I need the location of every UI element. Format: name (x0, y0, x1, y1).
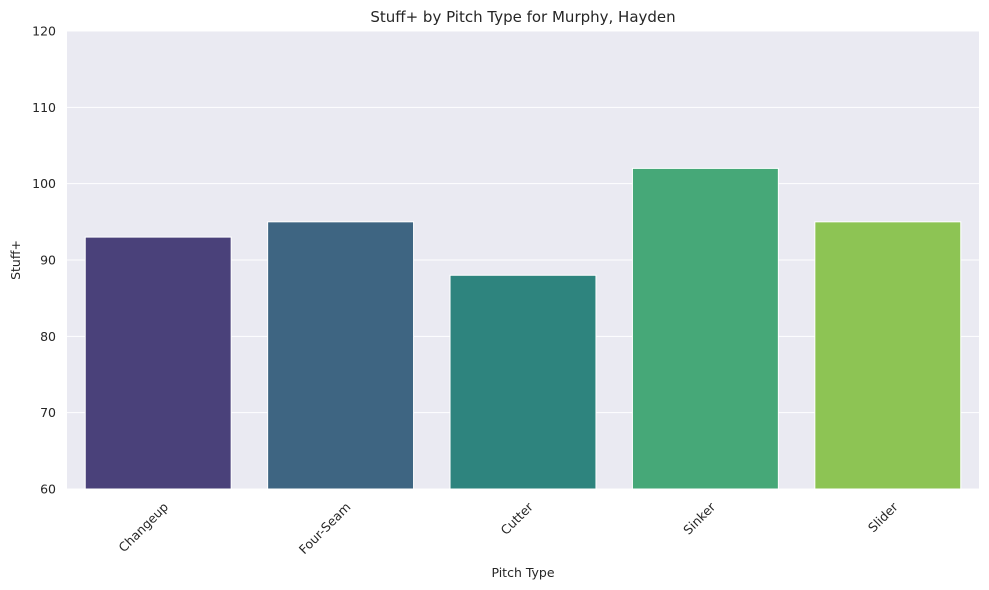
bars (84, 167, 962, 490)
y-axis-ticks: 60 70 80 90 100 110 120 (32, 24, 56, 497)
x-axis-label: Pitch Type (491, 565, 554, 580)
y-tick-label: 100 (32, 176, 56, 191)
x-tick-label: Four-Seam (296, 499, 354, 557)
x-tick-label: Changeup (115, 499, 171, 555)
y-tick-label: 70 (40, 405, 56, 420)
x-tick-label: Slider (865, 499, 901, 535)
y-tick-label: 110 (32, 100, 56, 115)
y-axis-label: Stuff+ (8, 240, 23, 280)
y-tick-label: 120 (32, 24, 56, 39)
y-tick-label: 80 (40, 329, 56, 344)
x-tick-label: Sinker (680, 499, 719, 538)
bar-changeup (84, 236, 232, 490)
bar-slider (814, 221, 962, 490)
bar-four-seam (267, 221, 415, 490)
y-tick-label: 90 (40, 253, 56, 268)
x-tick-label: Cutter (498, 499, 537, 538)
bar-sinker (631, 167, 779, 490)
chart-title: Stuff+ by Pitch Type for Murphy, Hayden (370, 8, 675, 26)
y-tick-label: 60 (40, 482, 56, 497)
x-axis-ticks: Changeup Four-Seam Cutter Sinker Slider (115, 499, 901, 557)
bar-cutter (449, 274, 597, 490)
